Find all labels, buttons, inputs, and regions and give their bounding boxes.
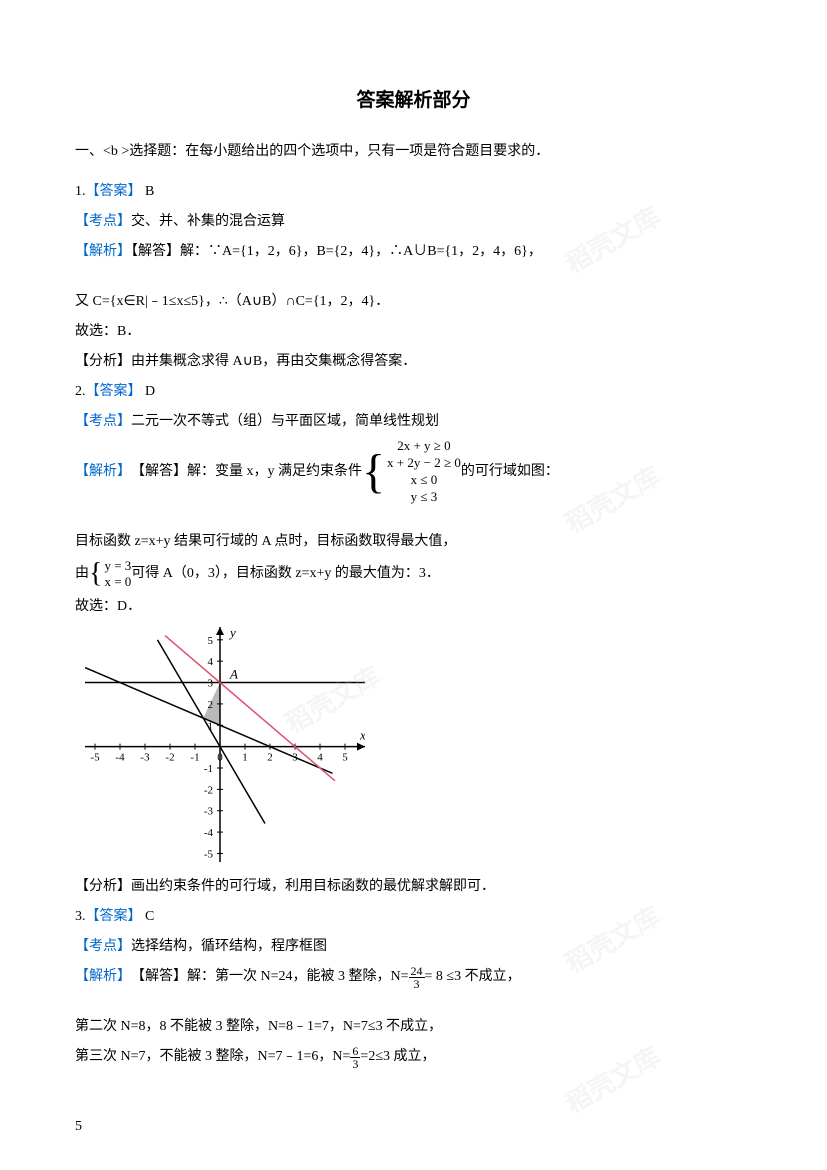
- frac-den: 3: [409, 978, 425, 990]
- q3-number: 3.: [75, 909, 86, 924]
- q2-body3: 故选：D．: [75, 593, 752, 621]
- q2-body2: 由 { y = 3 x = 0 可得 A（0，3），目标函数 z=x+y 的最大…: [75, 558, 752, 592]
- q3-post: = 8 ≤3 不成立，: [425, 963, 521, 991]
- q1-body3: 故选：B．: [75, 318, 752, 346]
- q3-body2: 第二次 N=8，8 不能被 3 整除，N=8﹣1=7，N=7≤3 不成立，: [75, 1013, 752, 1041]
- kaodian-label: 【考点】: [75, 939, 131, 954]
- svg-text:5: 5: [342, 752, 348, 764]
- q2-pre: 解：变量 x，y 满足约束条件: [187, 458, 362, 486]
- svg-text:3: 3: [208, 678, 214, 690]
- q2-answer-line: 2.【答案】 D: [75, 378, 752, 406]
- q1-kaodian-line: 【考点】交、并、补集的混合运算: [75, 208, 752, 236]
- system2: { y = 3 x = 0: [89, 558, 131, 592]
- fraction: 24 3: [409, 965, 425, 990]
- jiexi-label: 【解析】: [75, 963, 131, 991]
- svg-text:-1: -1: [190, 752, 199, 764]
- svg-text:-3: -3: [204, 806, 214, 818]
- svg-text:x: x: [359, 728, 365, 743]
- brace-icon: {: [89, 563, 102, 585]
- q3-kaodian: 选择结构，循环结构，程序框图: [131, 939, 327, 954]
- q3-body3: 第三次 N=7，不能被 3 整除，N=7﹣1=6，N= 6 3 =2≤3 成立，: [75, 1043, 752, 1071]
- fenxi-label: 【分析】: [75, 879, 131, 894]
- page-number: 5: [75, 1119, 82, 1135]
- q1-fenxi-line: 【分析】由并集概念求得 A∪B，再由交集概念得答案．: [75, 348, 752, 376]
- frac-num: 6: [350, 1045, 360, 1058]
- svg-text:-1: -1: [204, 763, 213, 775]
- constraint-system: { 2x + y ≥ 0 x + 2y − 2 ≥ 0 x ≤ 0 y ≤ 3: [362, 438, 461, 506]
- section-intro: 一、<b >选择题：在每小题给出的四个选项中，只有一项是符合题目要求的．: [75, 140, 752, 160]
- q2-post: 的可行域如图：: [461, 458, 559, 486]
- svg-text:1: 1: [242, 752, 248, 764]
- answer-label: 【答案】: [86, 384, 142, 399]
- q2-fenxi: 画出约束条件的可行域，利用目标函数的最优解求解即可．: [131, 879, 495, 894]
- q2-body2-pre: 由: [75, 560, 89, 588]
- frac-den: 3: [350, 1058, 360, 1070]
- q3-kaodian-line: 【考点】选择结构，循环结构，程序框图: [75, 933, 752, 961]
- q3-answer: C: [142, 909, 155, 924]
- q2-body1: 目标函数 z=x+y 结果可行域的 A 点时，目标函数取得最大值，: [75, 528, 752, 556]
- svg-text:-5: -5: [90, 752, 100, 764]
- svg-text:2: 2: [267, 752, 273, 764]
- sys-row: y ≤ 3: [387, 489, 461, 506]
- page-title: 答案解析部分: [75, 85, 752, 112]
- q1-answer-line: 1.【答案】 B: [75, 178, 752, 206]
- q1-fenxi: 由并集概念求得 A∪B，再由交集概念得答案．: [131, 354, 416, 369]
- svg-text:0: 0: [217, 752, 223, 764]
- fraction: 6 3: [350, 1045, 360, 1070]
- q1-body2: 又 C={x∈R|﹣1≤x≤5}，∴（A∪B）∩C={1，2，4}．: [75, 288, 752, 316]
- svg-text:-2: -2: [165, 752, 174, 764]
- svg-text:-4: -4: [115, 752, 125, 764]
- svg-text:2: 2: [208, 699, 214, 711]
- feasible-region-chart: -5-4-3-2-1012345-5-4-3-2-112345xyA: [85, 627, 752, 867]
- answer-label: 【答案】: [86, 184, 142, 199]
- sys-row: x ≤ 0: [387, 472, 461, 489]
- q2-kaodian-line: 【考点】二元一次不等式（组）与平面区域，简单线性规划: [75, 408, 752, 436]
- fenxi-label: 【分析】: [75, 354, 131, 369]
- svg-text:y: y: [228, 627, 236, 640]
- q2-jiexi-line: 【解析】【解答】解：变量 x，y 满足约束条件 { 2x + y ≥ 0 x +…: [75, 438, 752, 506]
- svg-text:5: 5: [208, 635, 214, 647]
- svg-text:-5: -5: [204, 849, 214, 861]
- q3-answer-line: 3.【答案】 C: [75, 903, 752, 931]
- q2-body2-mid: 可得 A（0，3），目标函数 z=x+y 的最大值为：3．: [131, 560, 440, 588]
- q2-answer: D: [142, 384, 156, 399]
- svg-text:4: 4: [208, 657, 214, 669]
- svg-text:-2: -2: [204, 785, 213, 797]
- kaodian-label: 【考点】: [75, 414, 131, 429]
- q1-answer: B: [142, 184, 155, 199]
- q2-kaodian: 二元一次不等式（组）与平面区域，简单线性规划: [131, 414, 439, 429]
- q3-pre: 解：第一次 N=24，能被 3 整除，N=: [187, 963, 409, 991]
- q3-jiexi-line: 【解析】【解答】解：第一次 N=24，能被 3 整除，N= 24 3 = 8 ≤…: [75, 963, 752, 991]
- svg-text:A: A: [229, 667, 238, 682]
- jieda-label: 【解答】: [131, 963, 187, 991]
- svg-text:-4: -4: [204, 827, 214, 839]
- sys2-row: y = 3: [104, 558, 131, 575]
- q3-body3-pre: 第三次 N=7，不能被 3 整除，N=7﹣1=6，N=: [75, 1043, 350, 1071]
- sys-row: x + 2y − 2 ≥ 0: [387, 455, 461, 472]
- jieda-label: 【解答】: [131, 458, 187, 486]
- svg-text:-3: -3: [140, 752, 150, 764]
- q1-body1: 解：∵A={1，2，6}，B={2，4}，∴A∪B={1，2，4，6}，: [180, 244, 542, 259]
- q2-fenxi-line: 【分析】画出约束条件的可行域，利用目标函数的最优解求解即可．: [75, 873, 752, 901]
- brace-icon: {: [362, 453, 385, 491]
- chart-svg: -5-4-3-2-1012345-5-4-3-2-112345xyA: [85, 627, 365, 862]
- jieda-label: 【解答】: [131, 244, 180, 259]
- sys2-row: x = 0: [104, 574, 131, 591]
- q1-kaodian: 交、并、补集的混合运算: [131, 214, 285, 229]
- jiexi-label: 【解析】: [75, 244, 131, 259]
- q2-number: 2.: [75, 384, 86, 399]
- frac-num: 24: [409, 965, 425, 978]
- q3-body3-post: =2≤3 成立，: [360, 1043, 435, 1071]
- answer-label: 【答案】: [86, 909, 142, 924]
- svg-text:4: 4: [317, 752, 323, 764]
- jiexi-label: 【解析】: [75, 458, 131, 486]
- q1-number: 1.: [75, 184, 86, 199]
- q1-jiexi-line: 【解析】【解答】解：∵A={1，2，6}，B={2，4}，∴A∪B={1，2，4…: [75, 238, 752, 266]
- kaodian-label: 【考点】: [75, 214, 131, 229]
- sys-row: 2x + y ≥ 0: [387, 438, 461, 455]
